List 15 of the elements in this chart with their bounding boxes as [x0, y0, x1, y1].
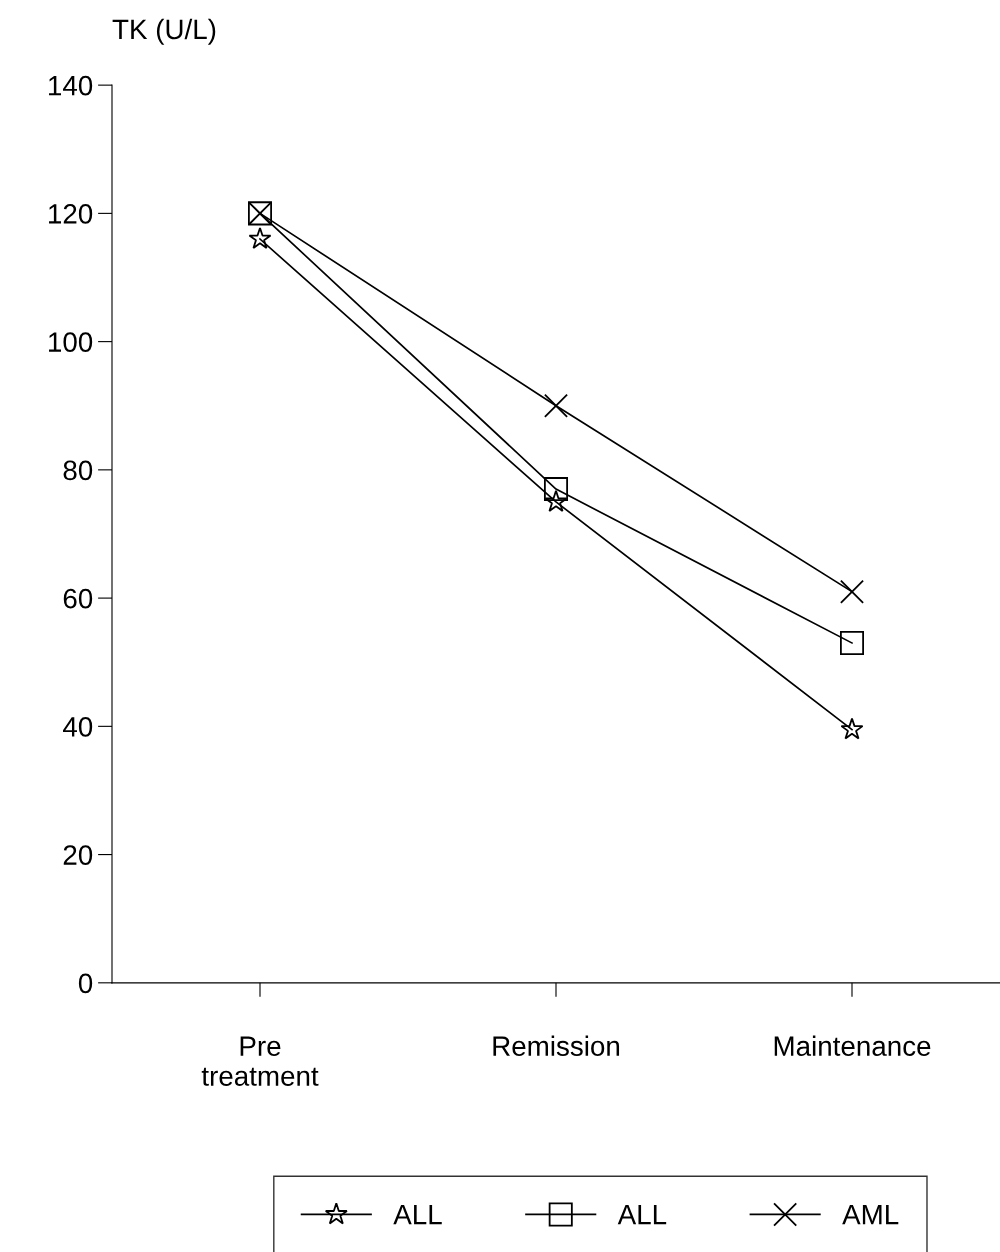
y-tick-label: 120	[49, 204, 93, 224]
y-tick-label: 60	[63, 588, 93, 609]
legend-label: ALL	[393, 1205, 442, 1225]
y-tick-label: 100	[49, 332, 93, 352]
y-tick-label: 0	[78, 973, 93, 994]
x-tick-label: Remission	[493, 1035, 620, 1056]
y-tick-label: 40	[62, 717, 93, 737]
x-tick-label: Maintenance	[774, 1035, 931, 1056]
legend-label: ALL	[617, 1205, 667, 1225]
y-tick-label: 140	[49, 75, 93, 96]
y-tick-label: 20	[63, 845, 93, 865]
legend-label: AML	[842, 1205, 899, 1225]
x-tick-label: Pre treatment	[201, 1036, 319, 1086]
y-axis-title: TK (U/L)	[112, 18, 216, 45]
y-tick-label: 80	[63, 460, 93, 481]
